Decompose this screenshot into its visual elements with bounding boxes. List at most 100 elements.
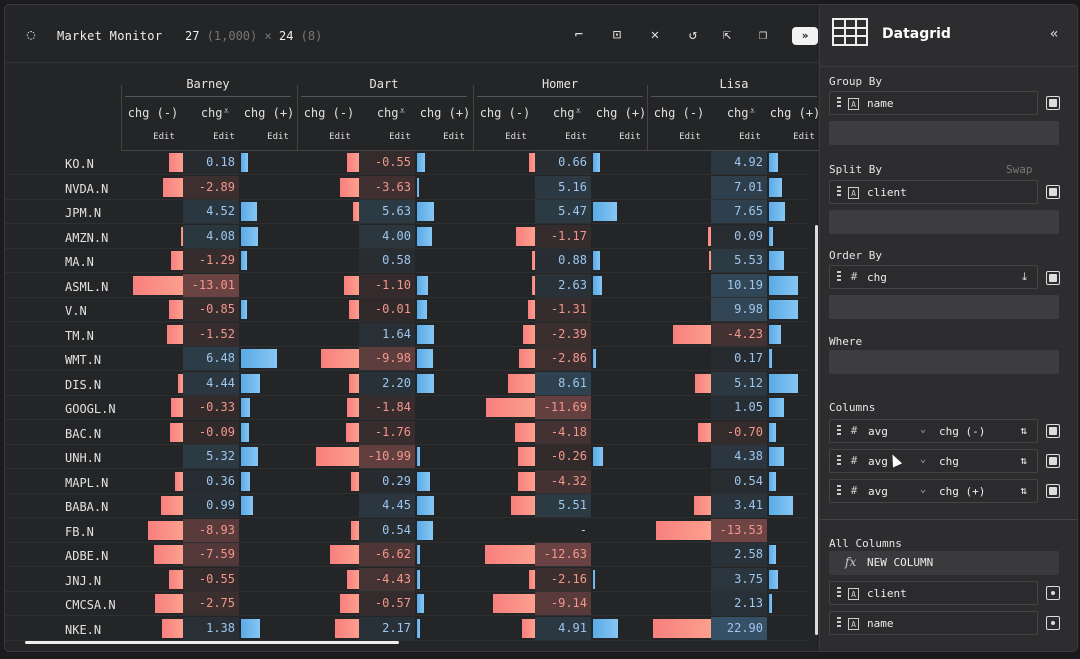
chg-minus-cell[interactable] [125, 543, 183, 566]
chg-cell[interactable]: -9.98 [359, 347, 415, 370]
chg-minus-cell[interactable] [301, 176, 359, 199]
chg-minus-cell[interactable] [477, 151, 535, 174]
column-header-chg[interactable]: chg⩡ [715, 106, 767, 120]
chg-cell[interactable]: - [535, 519, 591, 542]
chg-minus-cell[interactable] [477, 176, 535, 199]
split-by-pill[interactable]: A client [829, 180, 1038, 204]
chg-minus-cell[interactable] [653, 543, 711, 566]
table-row[interactable]: BABA.N 0.99 4.45 5.51 3.41 [5, 494, 809, 518]
chg-minus-cell[interactable] [477, 249, 535, 272]
pin-icon[interactable]: ✕ [650, 27, 660, 43]
chg-plus-cell[interactable] [593, 151, 649, 174]
edit-button[interactable]: Edit [565, 132, 587, 142]
chg-cell[interactable]: 6.48 [183, 347, 239, 370]
chg-minus-cell[interactable] [301, 494, 359, 517]
chg-plus-cell[interactable] [769, 543, 819, 566]
chg-minus-cell[interactable] [301, 421, 359, 444]
chg-minus-cell[interactable] [653, 396, 711, 419]
chg-cell[interactable]: 4.00 [359, 224, 415, 248]
chg-cell[interactable]: 5.53 [711, 249, 767, 272]
chg-minus-cell[interactable] [477, 494, 535, 517]
chg-cell[interactable]: -1.76 [359, 420, 415, 444]
chg-cell[interactable]: 5.63 [359, 200, 415, 223]
chg-cell[interactable]: 5.16 [535, 175, 591, 199]
chg-plus-cell[interactable] [593, 200, 649, 223]
lock-icon[interactable]: ⊡ [612, 27, 622, 43]
chg-plus-cell[interactable] [769, 494, 819, 517]
table-row[interactable]: CMCSA.N -2.75 -0.57 -9.14 2.13 [5, 592, 809, 616]
chg-cell[interactable]: 0.17 [711, 347, 767, 370]
chg-cell[interactable]: -4.18 [535, 420, 591, 444]
chg-cell[interactable]: 0.54 [359, 518, 415, 542]
chg-cell[interactable]: 1.38 [183, 616, 239, 640]
chg-minus-cell[interactable] [125, 323, 183, 346]
sort-desc-icon[interactable]: ⤓ [1022, 270, 1027, 283]
chg-plus-cell[interactable] [593, 225, 649, 248]
drag-handle-icon[interactable] [837, 485, 841, 497]
chg-plus-cell[interactable] [417, 151, 473, 174]
chg-minus-cell[interactable] [477, 274, 535, 297]
edit-button[interactable]: Edit [793, 132, 815, 142]
chg-cell[interactable]: 0.09 [711, 224, 767, 248]
column-checkbox[interactable] [1046, 424, 1060, 438]
chg-cell[interactable]: -3.63 [359, 175, 415, 199]
chg-cell[interactable]: -0.70 [711, 420, 767, 444]
column-header-chg[interactable]: chg⩡ [189, 106, 241, 120]
chg-plus-cell[interactable] [241, 249, 297, 272]
chg-plus-cell[interactable] [769, 372, 819, 395]
chg-cell[interactable]: -4.43 [359, 567, 415, 591]
chg-plus-cell[interactable] [241, 372, 297, 395]
sort-desc-icon[interactable]: ⩡ [575, 106, 582, 117]
chg-cell[interactable]: -11.69 [535, 396, 591, 419]
group-header[interactable]: Lisa [719, 77, 749, 91]
order-by-dropzone[interactable] [829, 295, 1059, 319]
chg-plus-cell[interactable] [417, 200, 473, 223]
table-row[interactable]: ADBE.N -7.59 -6.62 -12.63 2.58 [5, 543, 809, 567]
copy-icon[interactable]: ❐ [758, 27, 768, 43]
chg-cell[interactable]: 4.38 [711, 445, 767, 468]
chg-cell[interactable]: 10.19 [711, 273, 767, 297]
chg-minus-cell[interactable] [477, 323, 535, 346]
chg-plus-cell[interactable] [593, 421, 649, 444]
chg-cell[interactable]: -8.93 [183, 518, 239, 542]
table-row[interactable]: MAPL.N 0.36 0.29 -4.32 0.54 [5, 469, 809, 494]
table-row[interactable]: JPM.N 4.52 5.63 5.47 7.65 [5, 200, 809, 224]
chg-minus-cell[interactable] [653, 249, 711, 272]
chg-cell[interactable]: -0.09 [183, 420, 239, 444]
chg-cell[interactable]: 4.44 [183, 371, 239, 395]
column-header-chg-minus[interactable]: chg (-) [651, 106, 707, 120]
chg-plus-cell[interactable] [593, 396, 649, 419]
chg-plus-cell[interactable] [593, 519, 649, 542]
chg-cell[interactable]: 3.75 [711, 567, 767, 591]
chg-plus-cell[interactable] [417, 249, 473, 272]
chg-minus-cell[interactable] [653, 323, 711, 346]
collapse-panel-button[interactable]: « [1050, 26, 1059, 42]
aggregate-select[interactable]: avg [868, 425, 888, 438]
table-row[interactable]: KO.N 0.18 -0.55 0.66 4.92 [5, 151, 809, 175]
chg-minus-cell[interactable] [653, 274, 711, 297]
chg-minus-cell[interactable] [477, 200, 535, 223]
export-icon[interactable]: ⇱ [722, 27, 732, 43]
chg-minus-cell[interactable] [301, 249, 359, 272]
chg-cell[interactable]: -2.39 [535, 322, 591, 346]
edit-button[interactable]: Edit [213, 132, 235, 142]
column-header-chg-minus[interactable]: chg (-) [477, 106, 533, 120]
chg-cell[interactable]: 1.05 [711, 396, 767, 419]
chg-plus-cell[interactable] [769, 298, 819, 321]
table-row[interactable]: BAC.N -0.09 -1.76 -4.18 -0.70 [5, 420, 809, 445]
chg-cell[interactable]: 0.66 [535, 151, 591, 174]
chg-plus-cell[interactable] [241, 323, 297, 346]
chg-minus-cell[interactable] [301, 298, 359, 321]
chg-minus-cell[interactable] [653, 200, 711, 223]
chg-cell[interactable]: 4.45 [359, 494, 415, 517]
column-pill[interactable]: # avg ⌄ chg ⇅ [829, 449, 1038, 473]
aggregate-select[interactable]: avg [868, 455, 888, 468]
column-header-chg-minus[interactable]: chg (-) [125, 106, 181, 120]
chg-minus-cell[interactable] [477, 372, 535, 395]
chg-cell[interactable]: -0.33 [183, 396, 239, 419]
chg-minus-cell[interactable] [477, 225, 535, 248]
chg-minus-cell[interactable] [125, 151, 183, 174]
chg-cell[interactable]: -7.59 [183, 543, 239, 566]
chg-plus-cell[interactable] [417, 274, 473, 297]
split-by-checkbox[interactable] [1046, 185, 1060, 199]
